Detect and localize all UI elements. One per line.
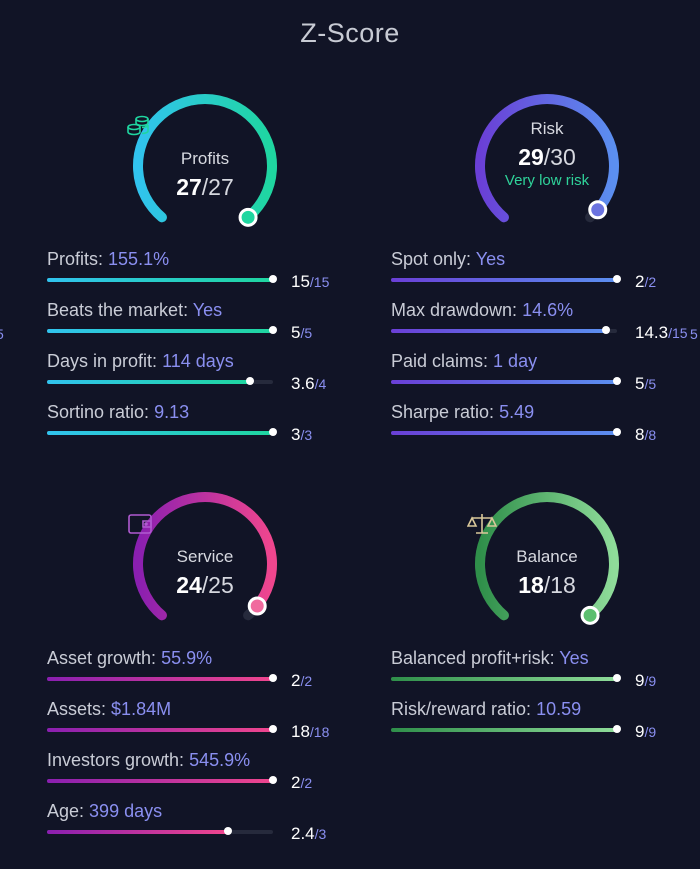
metric-label: Profits: 155.1% xyxy=(47,249,170,269)
metric-label: Sharpe ratio: 5.49 xyxy=(391,402,535,422)
metric-paid-claims: Paid claims: 1 day 5/5 xyxy=(391,351,691,401)
metric-score: 3.6/4 xyxy=(291,374,327,393)
metric-assets: Assets: $1.84M 18/18 xyxy=(47,699,347,749)
metric-spot-only: Spot only: Yes 2/2 xyxy=(391,249,691,299)
metric-label: Days in profit: 114 days xyxy=(47,351,234,371)
progress-dot xyxy=(613,725,621,733)
metric-progress-bar xyxy=(47,377,273,385)
metric-label: Sortino ratio: 9.13 xyxy=(47,402,190,422)
clipped-score-fragment-right: 5 xyxy=(690,326,698,342)
metric-max-drawdown: Max drawdown: 14.6% 14.3/15 xyxy=(391,300,691,350)
metric-score: 5/5 xyxy=(291,323,313,342)
risk-gauge-score: 29/30 xyxy=(518,144,576,170)
metric-sortino-ratio: Sortino ratio: 9.13 3/3 xyxy=(47,402,347,452)
metric-label: Max drawdown: 14.6% xyxy=(391,300,574,320)
progress-dot xyxy=(269,776,277,784)
metric-label: Beats the market: Yes xyxy=(47,300,223,320)
progress-dot xyxy=(269,674,277,682)
metric-asset-growth: Asset growth: 55.9% 2/2 xyxy=(47,648,347,698)
coins-icon xyxy=(127,115,149,136)
progress-dot xyxy=(613,674,621,682)
metric-sharpe-ratio: Sharpe ratio: 5.49 8/8 xyxy=(391,402,691,452)
metric-profits: Profits: 155.1% 15/15 xyxy=(47,249,347,299)
metric-progress-bar xyxy=(391,275,621,283)
metric-label: Balanced profit+risk: Yes xyxy=(391,648,589,668)
metric-progress-bar xyxy=(47,725,277,733)
metric-label: Spot only: Yes xyxy=(391,249,506,269)
metric-label: Risk/reward ratio: 10.59 xyxy=(391,699,582,719)
scales-icon xyxy=(467,514,497,534)
service-gauge-label: Service xyxy=(176,547,234,566)
metric-label: Assets: $1.84M xyxy=(47,699,172,719)
progress-dot xyxy=(602,326,611,334)
metric-progress-bar xyxy=(47,776,277,784)
metric-progress-bar xyxy=(391,377,621,385)
service-gauge-ring xyxy=(133,492,277,621)
metric-progress-bar xyxy=(47,827,273,835)
metric-score: 3/3 xyxy=(291,425,313,444)
metric-score: 2.4/3 xyxy=(291,824,327,843)
balance-gauge-ring xyxy=(475,492,619,625)
risk-level-label: Very low risk xyxy=(504,172,590,189)
metric-progress-bar xyxy=(47,674,277,682)
metric-score: 14.3/15 xyxy=(635,323,688,342)
progress-dot xyxy=(613,275,621,283)
metric-label: Asset growth: 55.9% xyxy=(47,648,213,668)
metric-score: 9/9 xyxy=(635,722,657,741)
metric-investors-growth: Investors growth: 545.9% 2/2 xyxy=(47,750,347,800)
progress-dot xyxy=(223,827,232,835)
progress-dot xyxy=(246,377,255,385)
progress-dot xyxy=(269,428,277,436)
progress-dot xyxy=(613,428,621,436)
wallet-icon xyxy=(128,514,152,534)
metric-progress-bar xyxy=(47,428,277,436)
metric-score: 2/2 xyxy=(291,773,313,792)
metric-days-in-profit: Days in profit: 114 days 3.6/4 xyxy=(47,351,347,401)
metric-age: Age: 399 days 2.4/3 xyxy=(47,801,347,851)
profits-gauge-label: Profits xyxy=(180,149,230,168)
metric-score: 2/2 xyxy=(635,272,657,291)
page-title: Z-Score xyxy=(300,18,400,48)
metric-risk-reward-ratio: Risk/reward ratio: 10.59 9/9 xyxy=(391,699,691,749)
metric-label: Paid claims: 1 day xyxy=(391,351,538,371)
metric-score: 15/15 xyxy=(291,272,330,291)
metric-progress-bar xyxy=(47,326,277,334)
progress-dot xyxy=(613,377,621,385)
balance-gauge: Balance 18/18 xyxy=(467,484,627,644)
metric-progress-bar xyxy=(47,275,277,283)
metric-progress-bar xyxy=(391,725,621,733)
metric-progress-bar xyxy=(391,326,617,334)
risk-gauge-ring xyxy=(475,94,619,223)
metric-balanced-profit-risk: Balanced profit+risk: Yes 9/9 xyxy=(391,648,691,698)
progress-dot xyxy=(269,326,277,334)
metric-score: 5/5 xyxy=(635,374,657,393)
metric-score: 18/18 xyxy=(291,722,330,741)
clipped-score-fragment: 5 xyxy=(0,326,4,342)
risk-gauge: Risk 29/30 Very low risk xyxy=(467,86,627,246)
metric-label: Age: 399 days xyxy=(47,801,163,821)
risk-gauge-label: Risk xyxy=(530,119,564,138)
profits-gauge-ring xyxy=(133,94,277,227)
profits-gauge: Profits 27/27 xyxy=(125,86,285,246)
service-gauge: Service 24/25 xyxy=(125,484,285,644)
metric-score: 2/2 xyxy=(291,671,313,690)
metric-label: Investors growth: 545.9% xyxy=(47,750,251,770)
metric-score: 8/8 xyxy=(635,425,657,444)
metric-beats-the-market: Beats the market: Yes 5/5 xyxy=(47,300,347,350)
metric-score: 9/9 xyxy=(635,671,657,690)
metric-progress-bar xyxy=(391,428,621,436)
service-gauge-score: 24/25 xyxy=(176,572,234,598)
metric-progress-bar xyxy=(391,674,621,682)
profits-gauge-score: 27/27 xyxy=(176,174,234,200)
progress-dot xyxy=(269,275,277,283)
balance-gauge-label: Balance xyxy=(516,547,578,566)
balance-gauge-score: 18/18 xyxy=(518,572,576,598)
progress-dot xyxy=(269,725,277,733)
